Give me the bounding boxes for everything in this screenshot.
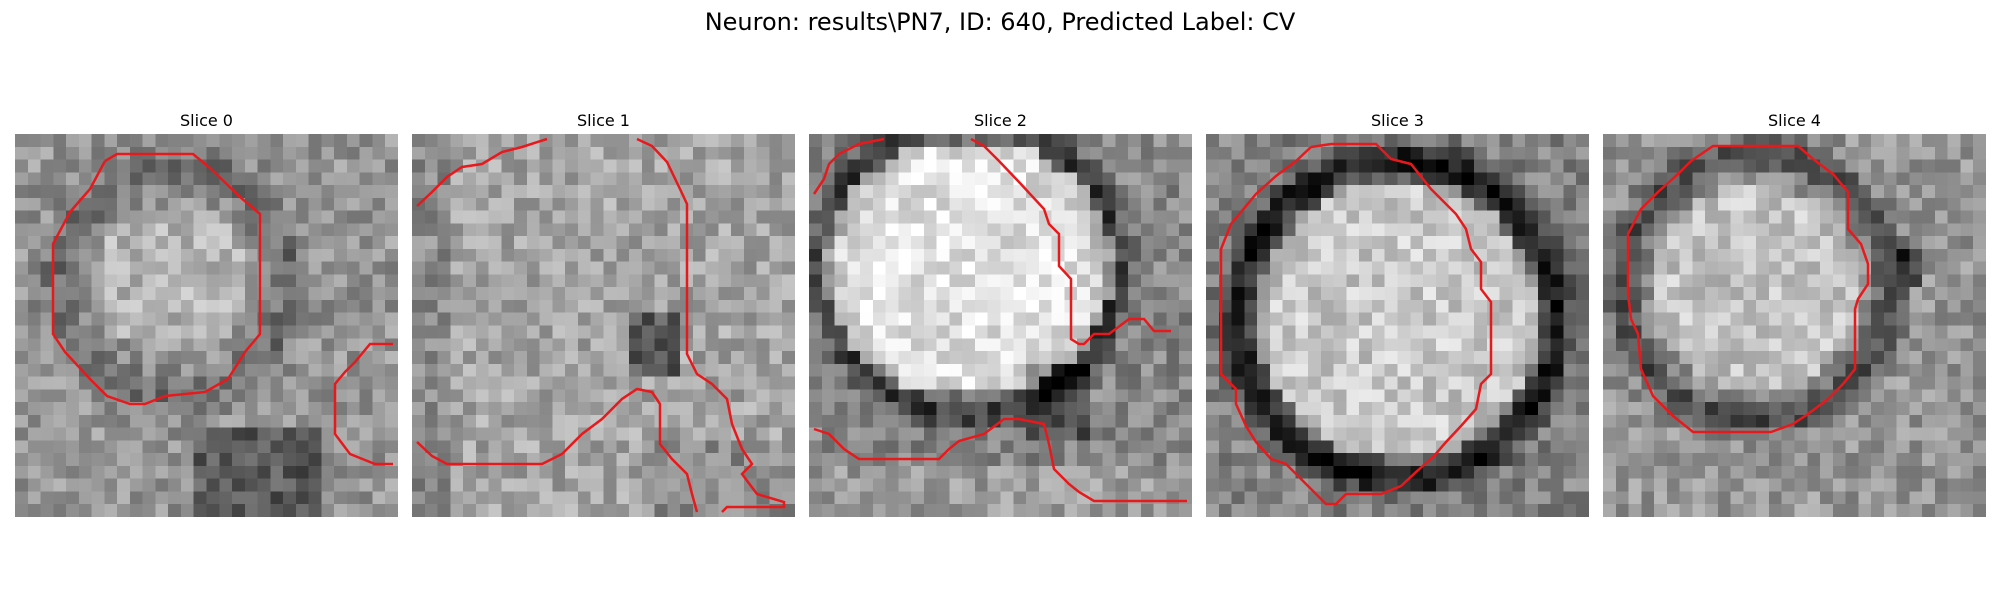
figure-title: Neuron: results\PN7, ID: 640, Predicted … [704,8,1296,36]
grayscale-micrograph [1603,134,1986,517]
red-contour-overlay [51,152,393,466]
slice-panel-2: Slice 2 [809,108,1192,517]
slice-image [15,134,398,517]
grayscale-micrograph [412,134,795,517]
slice-title: Slice 2 [974,111,1027,130]
slice-title: Slice 1 [577,111,630,130]
slice-title: Slice 0 [180,111,233,130]
red-contour-overlay [812,137,1187,503]
grayscale-micrograph [1206,134,1589,517]
red-contour-overlay [1626,144,1870,434]
red-contour-overlay [1219,142,1493,506]
slice-image [412,134,795,517]
grayscale-micrograph [15,134,398,517]
grayscale-micrograph [809,134,1192,517]
slice-panel-3: Slice 3 [1206,108,1589,517]
slice-image [1603,134,1986,517]
slice-image [809,134,1192,517]
red-contour-overlay [416,137,786,513]
slice-title: Slice 4 [1768,111,1821,130]
slice-panel-0: Slice 0 [15,108,398,517]
slice-image [1206,134,1589,517]
slice-title: Slice 3 [1371,111,1424,130]
slice-panel-1: Slice 1 [412,108,795,517]
slice-panel-4: Slice 4 [1603,108,1986,517]
